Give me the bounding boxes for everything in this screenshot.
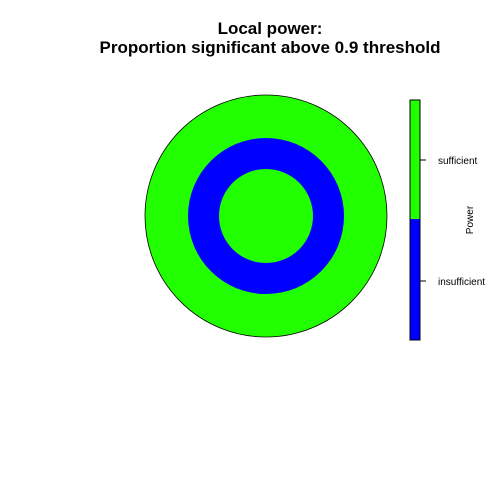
chart-title-line-1: Local power:	[217, 19, 323, 38]
legend-border	[409, 99, 421, 341]
power-map	[144, 94, 388, 338]
disk-border	[144, 94, 388, 338]
region-center-disk	[219, 169, 313, 263]
legend-label-insufficient: insufficient	[438, 277, 485, 288]
chart-title-line-2: Proportion significant above 0.9 thresho…	[99, 38, 441, 57]
legend: sufficient insufficient Power	[409, 99, 485, 341]
legend-swatch-sufficient	[410, 100, 420, 219]
legend-label-sufficient: sufficient	[438, 156, 478, 167]
legend-swatch-insufficient	[410, 219, 420, 340]
legend-title: Power	[465, 205, 476, 234]
